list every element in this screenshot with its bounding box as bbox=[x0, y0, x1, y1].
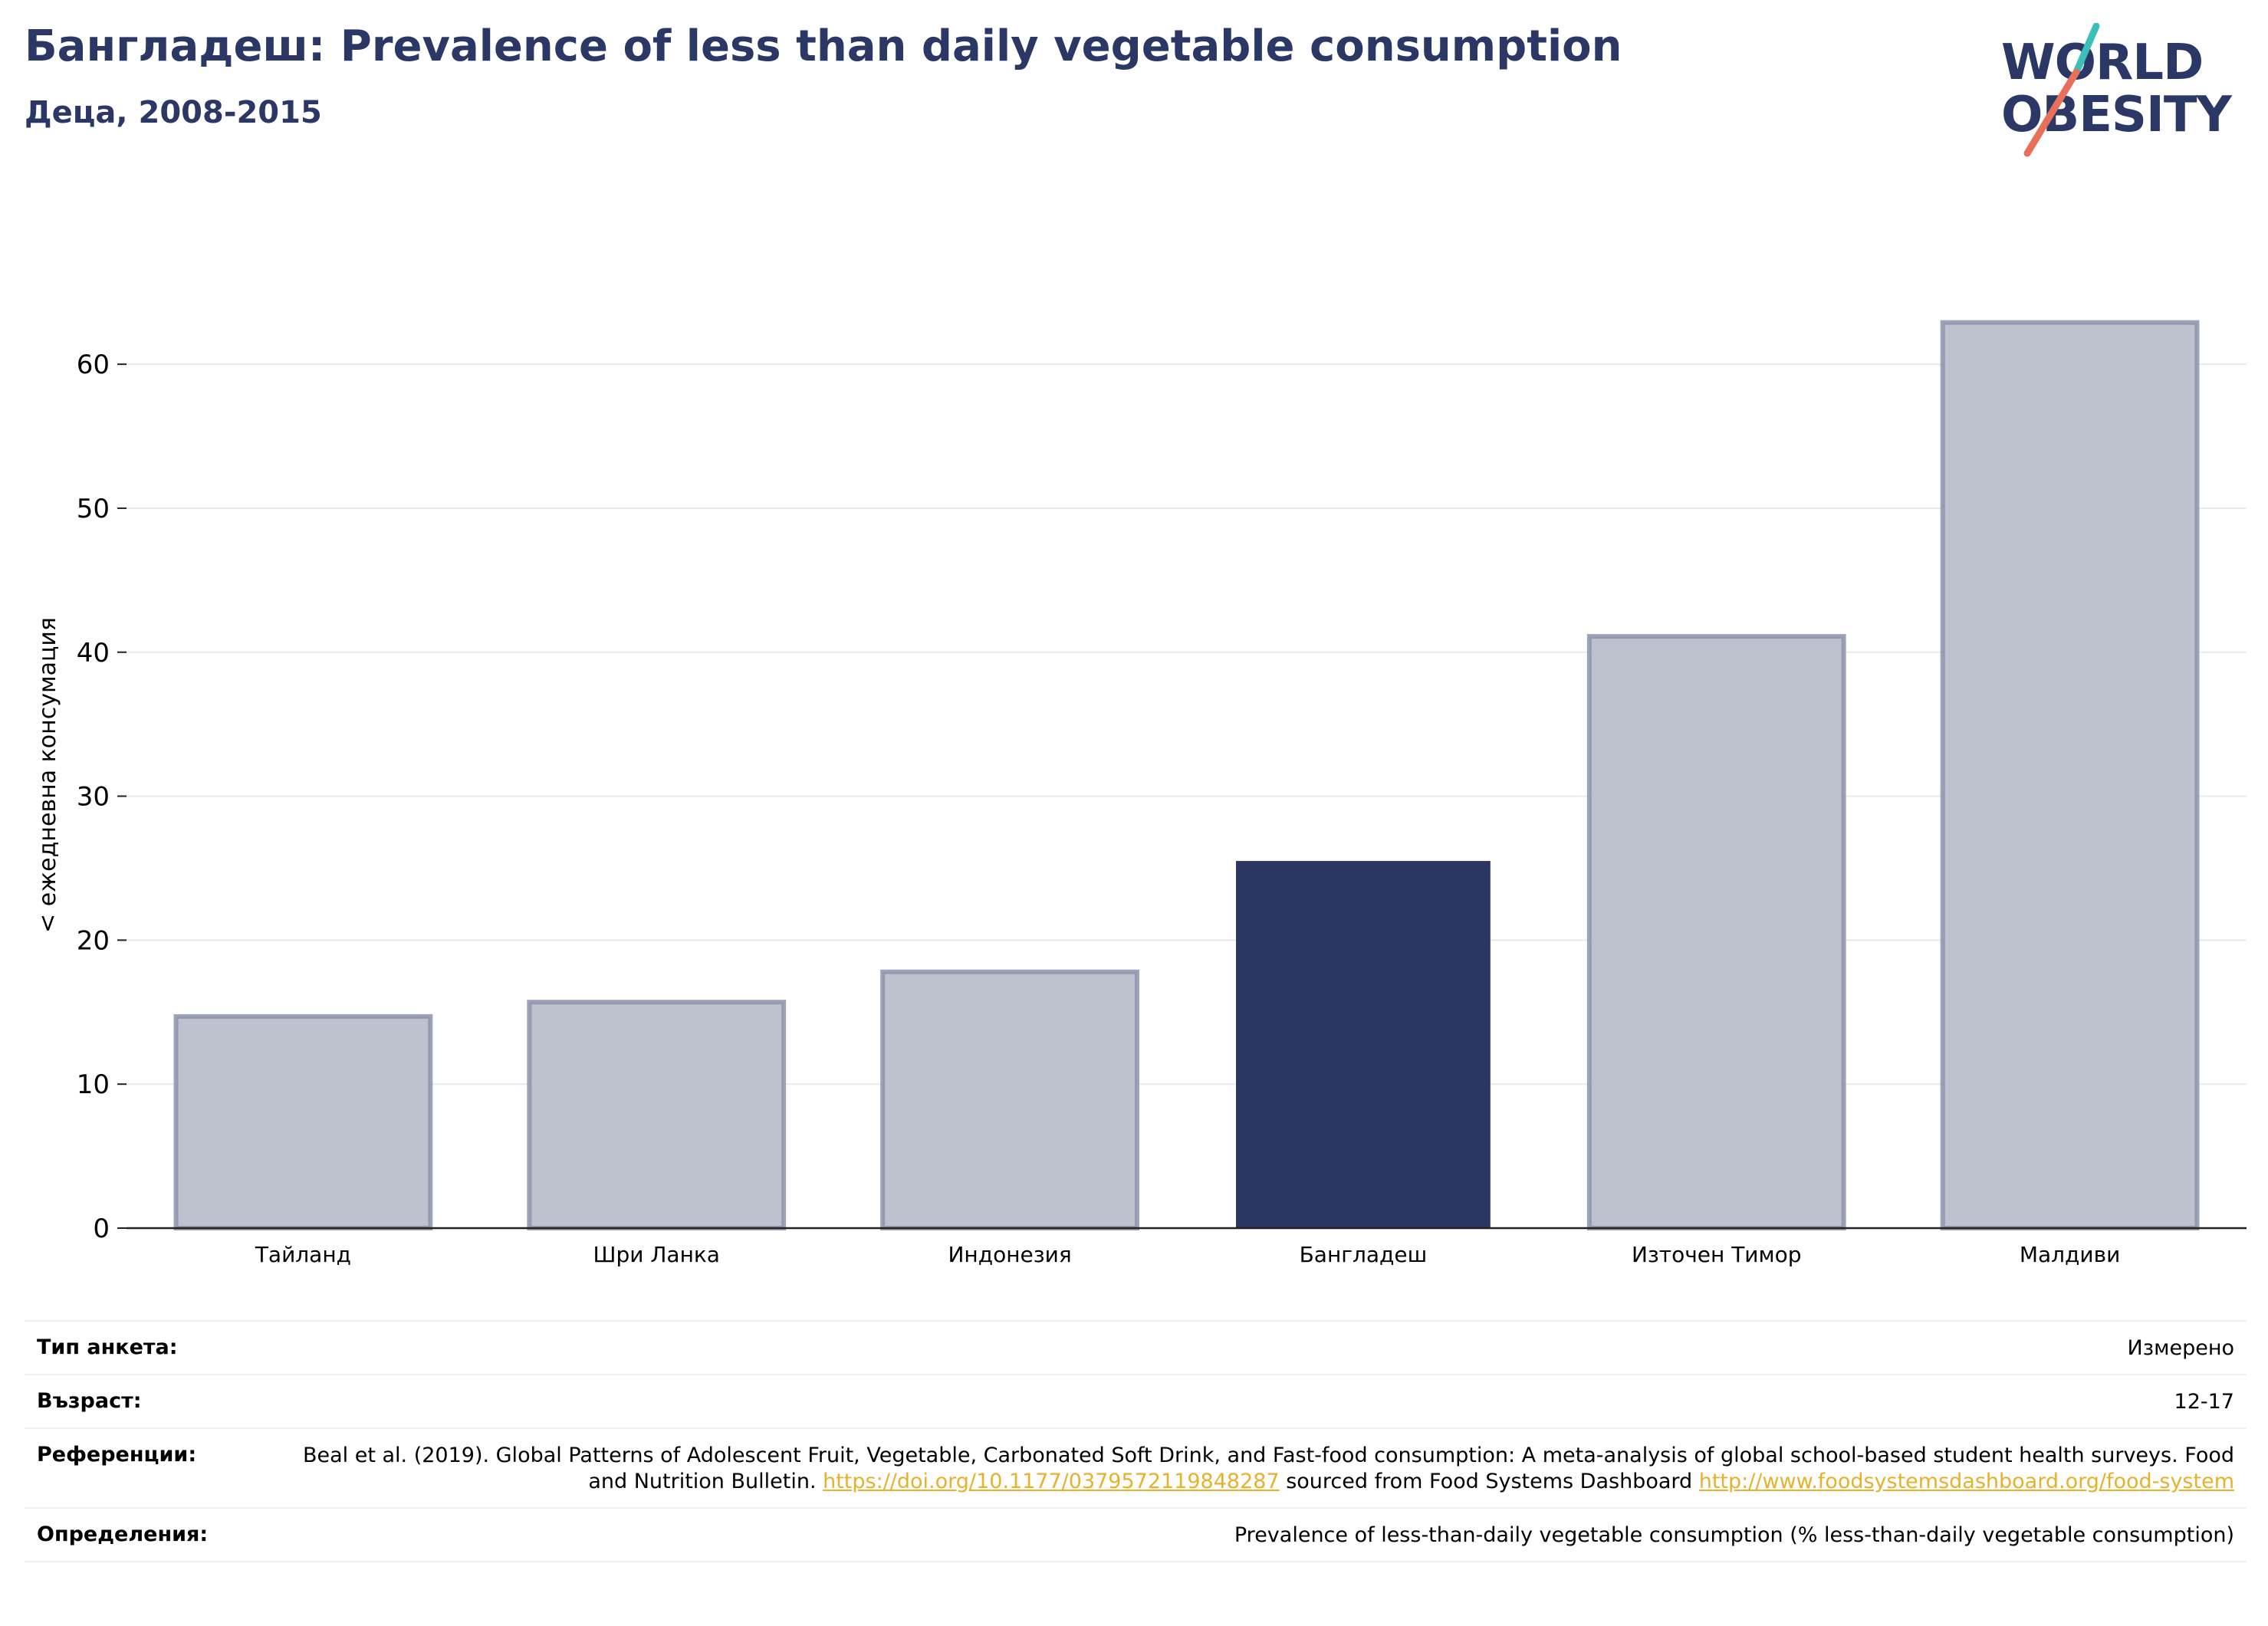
bars bbox=[173, 320, 2200, 1231]
references-value: Beal et al. (2019). Global Patterns of A… bbox=[271, 1443, 2234, 1495]
survey-type-row: Тип анкета: Измерено bbox=[25, 1320, 2247, 1374]
x-tick-label: Индонезия bbox=[948, 1242, 1071, 1267]
definitions-value: Prevalence of less-than-daily vegetable … bbox=[1234, 1523, 2234, 1547]
y-tick-label: 30 bbox=[77, 782, 110, 813]
bar-0 bbox=[173, 1013, 433, 1231]
y-tick-label: 40 bbox=[77, 638, 110, 668]
y-tick-label: 60 bbox=[77, 350, 110, 380]
info-table: Тип анкета: Измерено Възраст: 12-17 Рефе… bbox=[25, 1320, 2247, 1562]
y-tick-label: 10 bbox=[77, 1069, 110, 1100]
x-tick-labels: Тайланд Шри Ланка Индонезия Бангладеш Източе… bbox=[255, 1242, 2120, 1267]
survey-type-label: Тип анкета: bbox=[37, 1335, 178, 1359]
logo-slash-icon bbox=[2023, 23, 2100, 157]
bar-4 bbox=[1586, 634, 1846, 1230]
doi-link[interactable]: https://doi.org/10.1177/0379572119848287 bbox=[823, 1470, 1280, 1493]
logo-text-world: WORLD bbox=[2001, 34, 2204, 91]
y-tick-label: 0 bbox=[93, 1214, 110, 1244]
age-label: Възраст: bbox=[37, 1389, 142, 1413]
bar-3 bbox=[1236, 861, 1491, 1228]
references-text-2: sourced from Food Systems Dashboard bbox=[1279, 1470, 1699, 1493]
definitions-label: Определения: bbox=[37, 1523, 209, 1546]
references-row: Референции: Beal et al. (2019). Global P… bbox=[25, 1427, 2247, 1507]
y-axis-label: < ежедневна консумация bbox=[35, 617, 61, 933]
x-tick-label: Шри Ланка bbox=[593, 1242, 720, 1267]
bar-2 bbox=[880, 969, 1139, 1230]
y-tick-label: 20 bbox=[77, 925, 110, 956]
dashboard-link[interactable]: http://www.foodsystemsdashboard.org/food… bbox=[1698, 1470, 2234, 1493]
grid-lines bbox=[127, 363, 2247, 1086]
bar-5 bbox=[1940, 320, 2200, 1230]
age-value: 12-17 bbox=[2174, 1390, 2234, 1414]
world-obesity-logo: WORLD OBESITY bbox=[2001, 23, 2254, 161]
chart-title: Бангладеш: Prevalence of less than daily… bbox=[25, 21, 1622, 71]
bar-chart: 0 10 20 30 40 50 60 Тайланд Шри Ланка Индонезия Б… bbox=[35, 320, 2247, 1267]
references-label: Референции: bbox=[37, 1443, 197, 1467]
x-tick-label: Малдиви bbox=[2020, 1242, 2120, 1267]
bar-1 bbox=[527, 1000, 787, 1231]
references-text-1: Beal et al. (2019). Global Patterns of A… bbox=[302, 1444, 2234, 1493]
age-row: Възраст: 12-17 bbox=[25, 1374, 2247, 1427]
x-tick-label: Тайланд bbox=[255, 1242, 351, 1267]
survey-type-value: Измерено bbox=[2127, 1336, 2234, 1360]
y-tick-label: 50 bbox=[77, 494, 110, 524]
y-tick-labels: 0 10 20 30 40 50 60 bbox=[77, 350, 127, 1244]
x-tick-label: Бангладеш bbox=[1300, 1242, 1428, 1267]
chart-subtitle: Деца, 2008-2015 bbox=[25, 95, 322, 130]
x-tick-label: Източен Тимор bbox=[1632, 1242, 1802, 1267]
definitions-row: Определения: Prevalence of less-than-dai… bbox=[25, 1507, 2247, 1562]
